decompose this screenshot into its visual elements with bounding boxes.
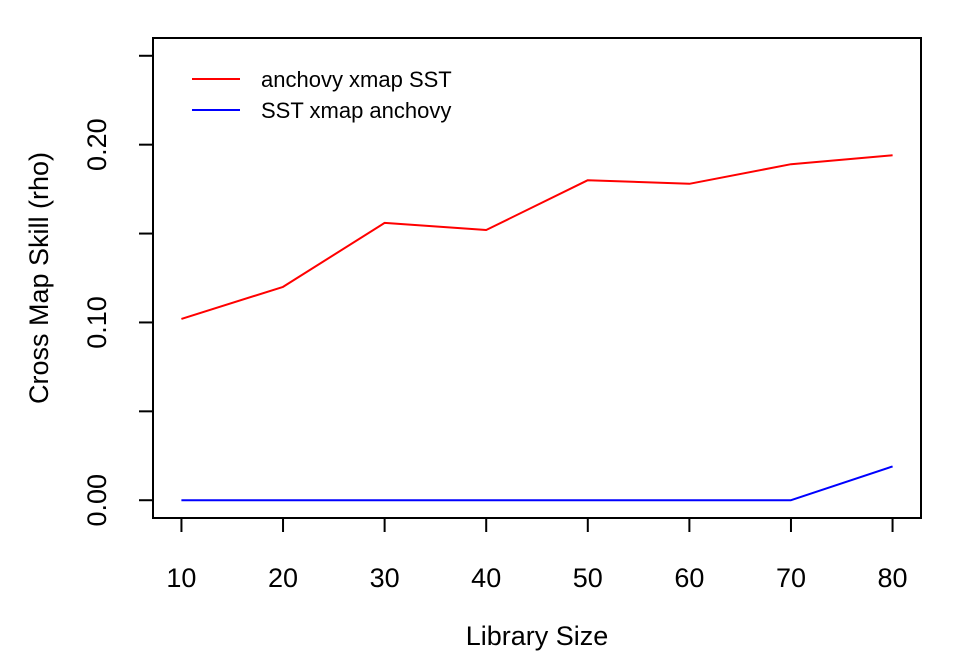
x-axis-title: Library Size (466, 621, 609, 651)
y-axis-title: Cross Map Skill (rho) (24, 152, 54, 404)
x-tick-label: 70 (776, 563, 806, 593)
series-line-1 (181, 154, 893, 320)
x-tick-label: 30 (370, 563, 400, 593)
y-tick-label: 0.10 (82, 296, 112, 349)
x-tick-label: 40 (471, 563, 501, 593)
x-tick-label: 50 (573, 563, 603, 593)
x-tick-label: 20 (268, 563, 298, 593)
x-tick-label: 80 (878, 563, 908, 593)
series-line-2 (181, 465, 893, 502)
legend-label-2: SST xmap anchovy (261, 98, 451, 123)
x-tick-label: 10 (166, 563, 196, 593)
legend-label-1: anchovy xmap SST (261, 67, 452, 92)
series-layer (181, 154, 893, 502)
x-tick-label: 60 (674, 563, 704, 593)
plot-frame (152, 37, 922, 519)
axes: 10 20 30 40 50 60 70 80 0.00 0.10 0.20 (82, 54, 908, 593)
y-tick-label: 0.20 (82, 118, 112, 171)
y-tick-label: 0.00 (82, 474, 112, 527)
legend: anchovy xmap SST SST xmap anchovy (192, 67, 452, 123)
